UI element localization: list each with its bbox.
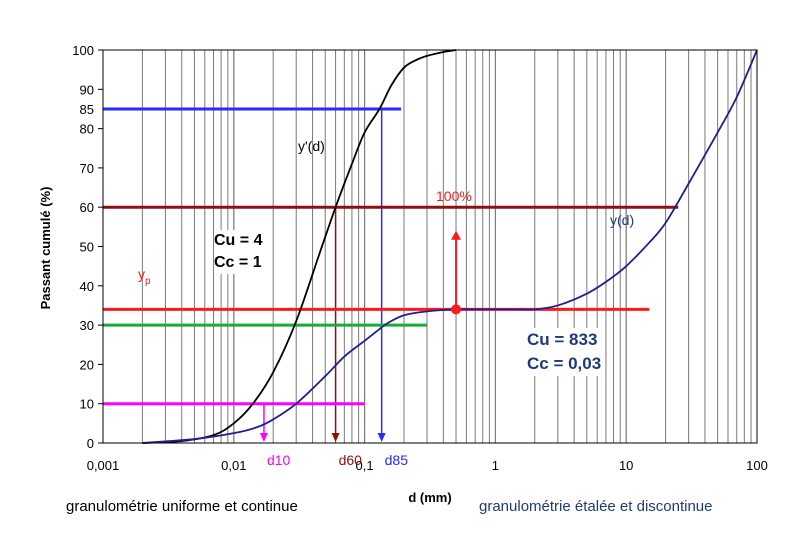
y-tick-label: 0 xyxy=(87,436,94,451)
series-line xyxy=(142,49,457,444)
x-tick-label: 0,01 xyxy=(221,458,246,473)
guide-value-label: 85 xyxy=(80,102,94,117)
series-line xyxy=(142,49,758,444)
svg-text:yp: yp xyxy=(138,266,151,287)
drop-arrow xyxy=(377,433,386,442)
intersection-marker xyxy=(451,304,462,315)
cu-right: Cu = 833 xyxy=(527,330,598,349)
drop-arrow xyxy=(259,433,268,442)
percent-label: 100% xyxy=(436,188,472,204)
y-axis-title: Passant cumulé (%) xyxy=(38,187,53,310)
x-tick-label: 1 xyxy=(492,458,499,473)
drop-label: d85 xyxy=(385,452,409,468)
y-tick-label: 60 xyxy=(80,200,94,215)
rise-arrow-head xyxy=(451,230,462,240)
axes xyxy=(98,49,758,444)
y-tick-label: 90 xyxy=(80,82,94,97)
curves xyxy=(142,49,758,444)
y-tick-label: 20 xyxy=(80,357,94,372)
guide-lines xyxy=(103,107,679,442)
x-tick-label: 10 xyxy=(619,458,633,473)
drop-arrow xyxy=(331,433,340,442)
y-tick-label: 50 xyxy=(80,240,94,255)
x-tick-label: 100 xyxy=(746,458,768,473)
x-axis-title: d (mm) xyxy=(408,490,451,505)
y-tick-label: 30 xyxy=(80,318,94,333)
yp-subscript: p xyxy=(145,276,151,287)
coefficient-box-left: Cu = 4 Cc = 1 xyxy=(214,230,263,274)
yp-label: y xyxy=(138,266,145,282)
x-tick-label: 0,001 xyxy=(87,458,120,473)
y-tick-label: 40 xyxy=(80,279,94,294)
cu-left: Cu = 4 xyxy=(214,232,263,249)
vertical-grid xyxy=(141,50,752,443)
coefficient-box-right: Cu = 833 Cc = 0,03 xyxy=(527,328,602,376)
x-tick-label: 0,1 xyxy=(356,458,374,473)
cc-right: Cc = 0,03 xyxy=(527,354,602,373)
y-tick-label: 80 xyxy=(80,122,94,137)
y-tick-label: 10 xyxy=(80,397,94,412)
y-tick-label: 100 xyxy=(72,43,94,58)
caption-left: granulométrie uniforme et continue xyxy=(66,498,298,515)
right-curve-label: y(d) xyxy=(610,212,634,228)
drop-label: d60 xyxy=(339,452,363,468)
tick-labels: 0,001 0,01 0,1 1 10 100 0 10 20 30 40 50 60 70 80 90 100… xyxy=(72,43,768,473)
cc-left: Cc = 1 xyxy=(214,254,262,271)
y-tick-label: 70 xyxy=(80,161,94,176)
left-curve-label: y'(d) xyxy=(298,138,325,154)
annotations: Passant cumulé (%) d (mm) y'(d) y(d) 100… xyxy=(38,138,634,505)
drop-label: d10 xyxy=(267,452,291,468)
caption-right: granulométrie étalée et discontinue xyxy=(479,498,713,515)
